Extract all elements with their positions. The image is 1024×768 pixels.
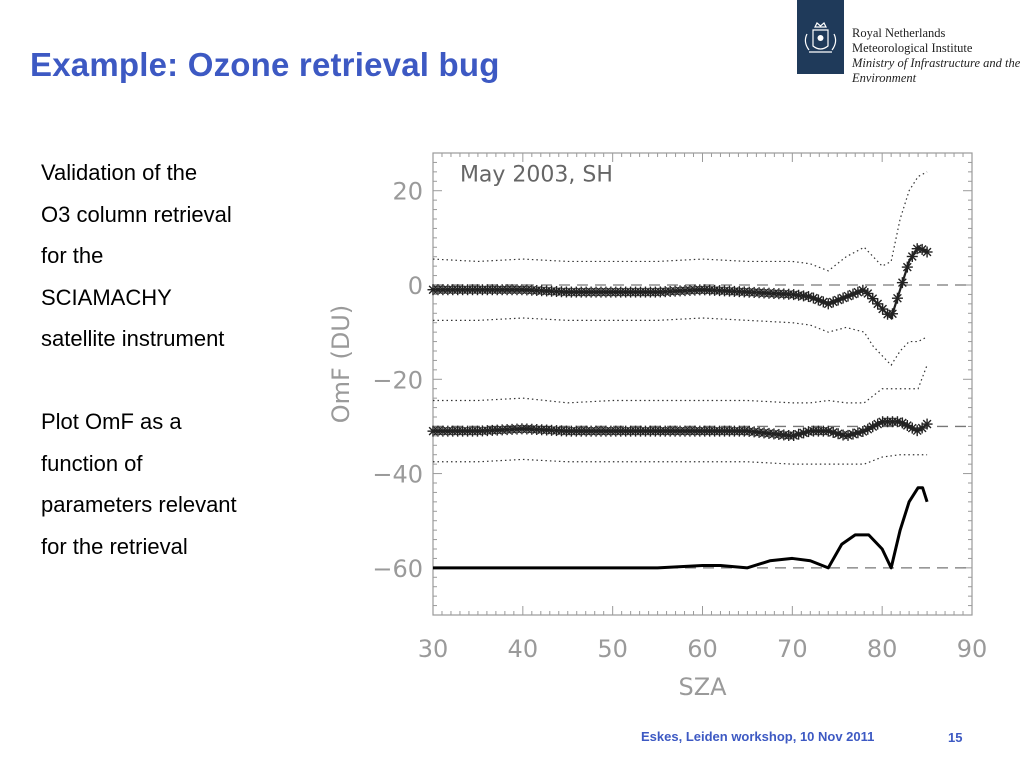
footer-credit: Eskes, Leiden workshop, 10 Nov 2011 <box>641 729 875 744</box>
paragraph-gap <box>41 360 311 402</box>
series-asterisk-point <box>891 292 903 304</box>
y-tick-label: 0 <box>408 272 423 300</box>
body-line: O3 column retrieval <box>41 201 232 227</box>
series-asterisk-point <box>906 250 918 262</box>
body-line: SCIAMACHY <box>41 284 172 310</box>
y-axis-label: OmF (DU) <box>327 305 355 423</box>
royal-crest-icon <box>804 22 837 53</box>
series-asterisk-point <box>921 246 933 258</box>
series-bound-line <box>433 364 928 404</box>
series-asterisk-point <box>872 418 884 430</box>
series-asterisk-line <box>433 245 928 321</box>
body-line: Validation of the <box>41 160 198 185</box>
knmi-logo-emblem <box>797 0 844 74</box>
series-asterisk-point <box>837 292 849 304</box>
series-asterisk-point <box>921 418 933 430</box>
series-bound-line <box>433 454 928 465</box>
body-line: Plot OmF as a <box>41 409 182 434</box>
series-bound-line <box>433 317 928 367</box>
x-tick-label: 70 <box>777 635 808 663</box>
y-tick-label: −40 <box>372 461 423 489</box>
series-asterisk-point <box>901 261 913 273</box>
series-asterisk-point <box>896 277 908 289</box>
plot-frame <box>432 152 973 616</box>
body-line: for the retrieval <box>41 533 188 559</box>
x-axis-label: SZA <box>678 673 727 700</box>
x-tick-label: 90 <box>957 635 988 663</box>
logo-line-4: Environment <box>852 71 917 85</box>
y-tick-label: −20 <box>372 366 423 394</box>
body-line: parameters relevant <box>41 492 237 517</box>
series-asterisk-point <box>886 308 898 320</box>
knmi-logo-text: Royal Netherlands Meteorological Institu… <box>852 26 1024 86</box>
y-tick-label: −60 <box>372 555 423 583</box>
chart-title: May 2003, SH <box>460 162 613 187</box>
series-bound-line <box>432 171 928 272</box>
x-tick-label: 50 <box>597 635 628 663</box>
slide-title: Example: Ozone retrieval bug <box>30 46 500 83</box>
x-tick-label: 40 <box>508 635 539 663</box>
body-line: function of <box>41 450 143 476</box>
logo-line-2: Meteorological Institute <box>852 41 973 55</box>
logo-line-1: Royal Netherlands <box>852 26 946 40</box>
omf-chart: 30 40 50 60 70 80 90 20 0 −20 −40 −60 SZA OmF (DU) May… <box>327 152 988 700</box>
series-asterisk-point <box>847 428 859 440</box>
series-asterisk-point <box>911 425 923 437</box>
page-number: 15 <box>948 730 963 745</box>
x-tick-label: 80 <box>867 635 898 663</box>
x-tick-label: 30 <box>418 635 449 663</box>
y-tick-label: 20 <box>392 178 423 206</box>
x-tick-label: 60 <box>687 635 718 663</box>
body-line: for the <box>41 243 104 268</box>
series-solid-line <box>433 486 929 570</box>
logo-line-3: Ministry of Infrastructure and the <box>852 56 1021 70</box>
slide-body-text: Validation of the O3 column retrieval fo… <box>41 152 311 567</box>
body-line: satellite instrument <box>41 326 225 351</box>
